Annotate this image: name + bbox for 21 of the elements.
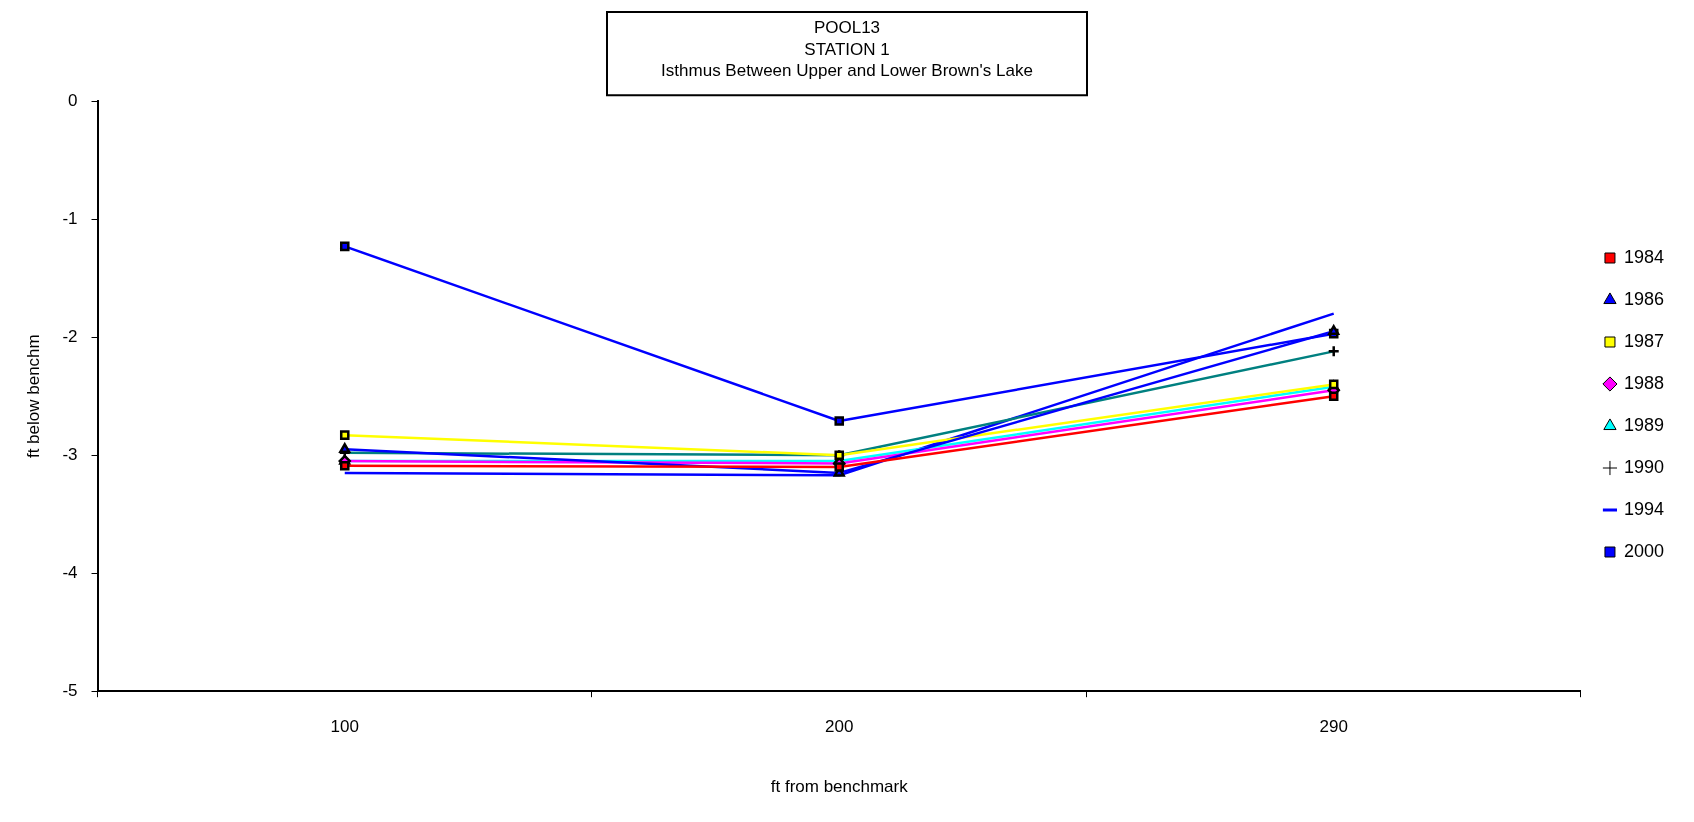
legend-label: 1986 — [1623, 288, 1664, 309]
chart-subtitle: STATION 1 Isthmus Between Upper and Lower Brown's Lake — [661, 40, 1033, 80]
y-tick-label: -4 — [62, 562, 78, 582]
x-axis-title: ft from benchmark — [770, 777, 909, 797]
legend-label: 1989 — [1623, 414, 1664, 435]
legend-label: 1994 — [1623, 498, 1664, 519]
y-tick-label: -5 — [62, 680, 78, 700]
x-tick-label: 200 — [825, 717, 854, 737]
x-tick-label: 290 — [1319, 717, 1348, 737]
legend-label: 1990 — [1623, 456, 1664, 477]
y-axis-title: ft below benchm — [23, 334, 43, 459]
y-tick-label: -1 — [62, 208, 78, 228]
y-tick-label: -3 — [62, 444, 78, 464]
legend-label: 1987 — [1623, 330, 1664, 351]
x-tick-label: 100 — [330, 717, 359, 737]
chart-title: POOL13 — [813, 17, 881, 37]
legend-label: 1984 — [1623, 246, 1664, 267]
legend-label: 2000 — [1623, 540, 1664, 561]
y-tick-label: 0 — [68, 90, 78, 110]
legend-label: 1988 — [1623, 372, 1664, 393]
y-tick-label: -2 — [62, 326, 78, 346]
